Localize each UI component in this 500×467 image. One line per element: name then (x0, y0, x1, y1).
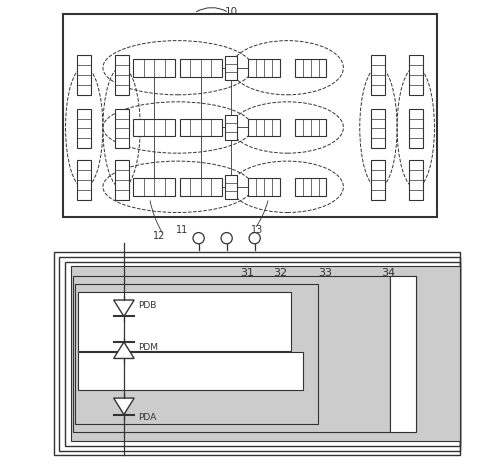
Bar (76, 284, 318, 424)
Bar (77, 160, 91, 199)
Bar (73, 276, 390, 432)
Text: PDM: PDM (138, 343, 158, 353)
Bar (114, 55, 128, 94)
Bar (409, 108, 423, 148)
Bar (295, 59, 326, 77)
Bar (372, 160, 386, 199)
Circle shape (193, 233, 204, 244)
Text: 31: 31 (240, 268, 254, 278)
Bar (65, 262, 460, 446)
Text: PDB: PDB (138, 301, 156, 311)
Bar (248, 178, 280, 196)
Bar (63, 14, 437, 217)
Bar (372, 55, 386, 94)
Bar (180, 119, 222, 136)
Bar (77, 55, 91, 94)
Circle shape (221, 233, 232, 244)
Bar (248, 59, 280, 77)
Polygon shape (114, 398, 134, 415)
Bar (77, 108, 91, 148)
Bar (409, 160, 423, 199)
Bar (180, 178, 222, 196)
Bar (60, 257, 460, 451)
Bar (226, 115, 237, 140)
Bar (390, 276, 416, 432)
Bar (54, 252, 460, 455)
Bar (226, 175, 237, 199)
Bar (295, 178, 326, 196)
Text: 11: 11 (176, 225, 188, 235)
Bar (372, 108, 386, 148)
Bar (78, 292, 291, 351)
Bar (133, 119, 176, 136)
Bar (409, 55, 423, 94)
Bar (248, 119, 280, 136)
Bar (180, 59, 222, 77)
Text: 34: 34 (380, 268, 395, 278)
Bar (295, 119, 326, 136)
Bar (114, 108, 128, 148)
Bar (226, 56, 237, 80)
Bar (390, 276, 416, 432)
Text: 12: 12 (152, 231, 165, 241)
Text: 33: 33 (318, 268, 332, 278)
Text: 13: 13 (251, 225, 263, 235)
Bar (133, 59, 176, 77)
Circle shape (249, 233, 260, 244)
Text: 10: 10 (225, 7, 238, 17)
Polygon shape (114, 300, 134, 317)
Polygon shape (114, 342, 134, 359)
Bar (78, 353, 302, 390)
Bar (133, 178, 176, 196)
Bar (70, 266, 460, 441)
Text: PDA: PDA (138, 413, 156, 423)
Text: 32: 32 (274, 268, 287, 278)
Bar (114, 160, 128, 199)
